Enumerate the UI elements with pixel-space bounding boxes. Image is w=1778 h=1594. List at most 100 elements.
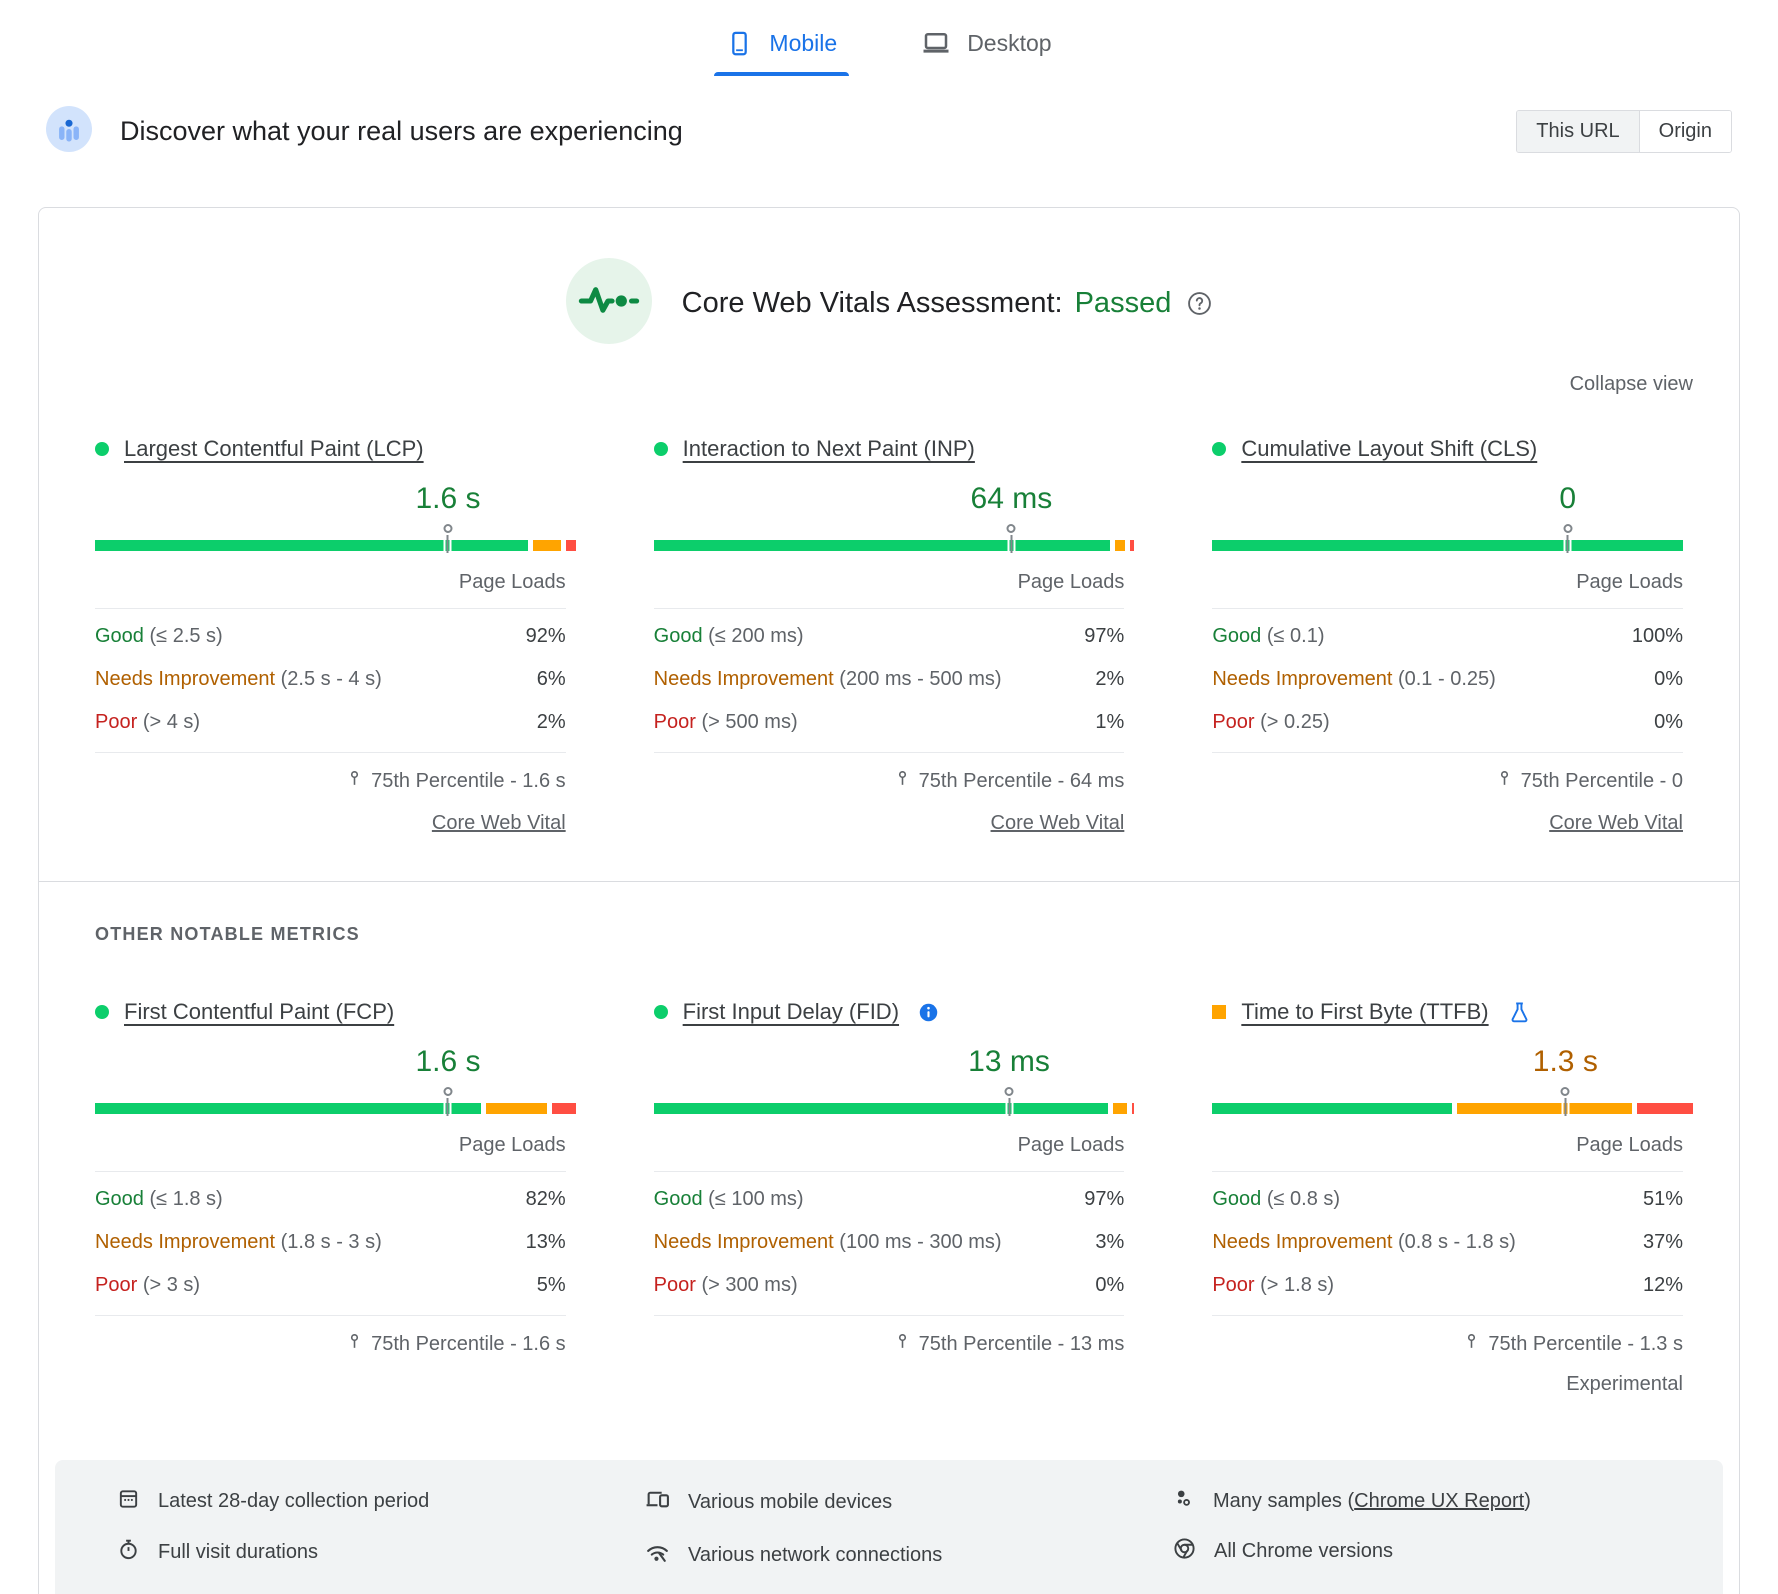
dist-row-poor: Poor (> 1.8 s) 12% [1212, 1274, 1683, 1296]
distribution-bar [95, 524, 576, 553]
core-web-vital-link[interactable]: Core Web Vital [1549, 812, 1683, 834]
this-url-button[interactable]: This URL [1517, 111, 1639, 152]
distribution-bar [653, 1087, 1135, 1116]
stopwatch-icon [117, 1538, 140, 1567]
assessment-result: Passed [1074, 287, 1172, 319]
assessment-header: Core Web Vitals Assessment: Passed [39, 208, 1739, 349]
field-data-card: Core Web Vitals Assessment: Passed Colla… [38, 207, 1740, 1594]
smartphone-icon [726, 30, 753, 57]
dist-row-good: Good (≤ 0.1) 100% [1212, 625, 1683, 647]
percentile-row: 75th Percentile - 1.6 s [95, 1332, 566, 1357]
metric-title-link[interactable]: Largest Contentful Paint (LCP) [124, 436, 424, 461]
chrome-icon [1173, 1537, 1196, 1566]
section-divider [39, 881, 1739, 882]
core-web-vital-link[interactable]: Core Web Vital [431, 812, 566, 834]
page-loads-label: Page Loads [95, 1134, 566, 1172]
field-data-header: Discover what your real users are experi… [0, 76, 1778, 157]
percentile-pin-icon [345, 769, 364, 794]
other-metrics-grid: First Contentful Paint (FCP) 1.6 s Page … [39, 999, 1739, 1396]
distribution-table: Good (≤ 0.1) 100% Needs Improvement (0.1 … [1212, 609, 1683, 753]
dist-row-poor: Poor (> 3 s) 5% [95, 1274, 566, 1296]
metric-inp: Interaction to Next Paint (INP) 64 ms Pa… [653, 436, 1135, 835]
dist-row-needs-improvement: Needs Improvement (1.8 s - 3 s) 13% [95, 1231, 566, 1253]
connections-item: Various network connections [645, 1529, 1133, 1582]
data-source-footer: Latest 28-day collection period Full vis… [55, 1460, 1723, 1594]
tab-mobile[interactable]: Mobile [714, 18, 849, 76]
metric-fcp: First Contentful Paint (FCP) 1.6 s Page … [95, 999, 576, 1396]
pulse-icon [565, 258, 652, 349]
real-users-icon [46, 106, 92, 157]
metric-title-link[interactable]: Time to First Byte (TTFB) [1241, 999, 1489, 1024]
assessment-title: Core Web Vitals Assessment: [681, 287, 1063, 319]
collapse-view-link[interactable]: Collapse view [1569, 373, 1693, 395]
dist-row-poor: Poor (> 500 ms) 1% [653, 711, 1125, 733]
percentile-pin-icon [893, 1332, 912, 1357]
core-web-vital-link[interactable]: Core Web Vital [990, 812, 1125, 834]
dist-row-good: Good (≤ 200 ms) 97% [653, 625, 1125, 647]
help-icon[interactable] [1187, 291, 1212, 316]
dist-row-poor: Poor (> 4 s) 2% [95, 711, 566, 733]
metric-lcp: Largest Contentful Paint (LCP) 1.6 s Pag… [95, 436, 576, 835]
distribution-table: Good (≤ 1.8 s) 82% Needs Improvement (1.8… [95, 1172, 566, 1316]
metric-title-link[interactable]: Interaction to Next Paint (INP) [682, 436, 975, 461]
distribution-bar [95, 1087, 576, 1116]
dist-row-needs-improvement: Needs Improvement (0.1 - 0.25) 0% [1212, 668, 1683, 690]
chrome-versions-item: All Chrome versions [1173, 1526, 1661, 1577]
chrome-ux-report-link[interactable]: Chrome UX Report [1354, 1489, 1525, 1512]
dist-row-needs-improvement: Needs Improvement (200 ms - 500 ms) 2% [653, 668, 1125, 690]
tab-label: Mobile [769, 29, 838, 56]
percentile-pin-icon [893, 769, 912, 794]
percentile-pin-icon [1495, 769, 1514, 794]
page-title: Discover what your real users are experi… [120, 116, 683, 146]
laptop-icon [921, 28, 951, 58]
dist-row-good: Good (≤ 2.5 s) 92% [95, 625, 566, 647]
page-loads-label: Page Loads [653, 1134, 1125, 1172]
metric-ttfb: Time to First Byte (TTFB) 1.3 s Page Loa… [1212, 999, 1693, 1396]
dist-row-needs-improvement: Needs Improvement (100 ms - 300 ms) 3% [653, 1231, 1125, 1253]
tab-label: Desktop [967, 29, 1052, 56]
metric-value: 1.6 s [415, 482, 481, 515]
visit-durations-item: Full visit durations [117, 1527, 605, 1578]
distribution-bar [1212, 1087, 1693, 1116]
metric-title-link[interactable]: First Input Delay (FID) [682, 999, 900, 1024]
metric-value: 0 [1559, 482, 1577, 515]
status-dot-icon [653, 442, 668, 456]
metric-cls: Cumulative Layout Shift (CLS) 0 Page Loa… [1212, 436, 1683, 835]
calendar-icon [117, 1487, 140, 1516]
scope-toggle: This URL Origin [1516, 110, 1732, 153]
page-loads-label: Page Loads [95, 571, 566, 609]
metric-value: 64 ms [970, 482, 1053, 515]
metric-title-link[interactable]: First Contentful Paint (FCP) [124, 999, 395, 1024]
status-square-icon [1212, 1005, 1227, 1019]
page-loads-label: Page Loads [1212, 1134, 1683, 1172]
info-icon[interactable] [918, 1002, 939, 1023]
page-loads-label: Page Loads [1212, 571, 1683, 609]
distribution-bar [653, 524, 1135, 553]
dist-row-poor: Poor (> 0.25) 0% [1212, 711, 1683, 733]
core-vitals-grid: Largest Contentful Paint (LCP) 1.6 s Pag… [39, 436, 1739, 835]
samples-icon [1173, 1487, 1195, 1515]
percentile-row: 75th Percentile - 0 [1212, 769, 1683, 794]
metric-value: 1.3 s [1532, 1045, 1598, 1078]
dist-row-needs-improvement: Needs Improvement (2.5 s - 4 s) 6% [95, 668, 566, 690]
distribution-table: Good (≤ 100 ms) 97% Needs Improvement (10… [653, 1172, 1125, 1316]
experimental-flask-icon[interactable] [1508, 1001, 1531, 1024]
samples-item: Many samples (Chrome UX Report) [1173, 1476, 1661, 1526]
percentile-row: 75th Percentile - 64 ms [654, 769, 1124, 794]
metric-fid: First Input Delay (FID) 13 ms Page Loads… [653, 999, 1135, 1396]
collapse-row: Collapse view [39, 349, 1739, 396]
origin-button[interactable]: Origin [1638, 111, 1731, 152]
status-dot-icon [1212, 442, 1227, 456]
status-dot-icon [95, 442, 109, 456]
percentile-row: 75th Percentile - 13 ms [654, 1332, 1124, 1357]
distribution-bar [1212, 524, 1683, 553]
metric-title-link[interactable]: Cumulative Layout Shift (CLS) [1241, 436, 1538, 461]
tab-desktop[interactable]: Desktop [909, 18, 1063, 76]
experimental-label: Experimental [1566, 1373, 1683, 1395]
dist-row-good: Good (≤ 0.8 s) 51% [1212, 1188, 1683, 1210]
dist-row-poor: Poor (> 300 ms) 0% [653, 1274, 1125, 1296]
devices-item: Various mobile devices [645, 1476, 1133, 1529]
percentile-pin-icon [345, 1332, 364, 1357]
other-metrics-heading: OTHER NOTABLE METRICS [95, 924, 360, 944]
